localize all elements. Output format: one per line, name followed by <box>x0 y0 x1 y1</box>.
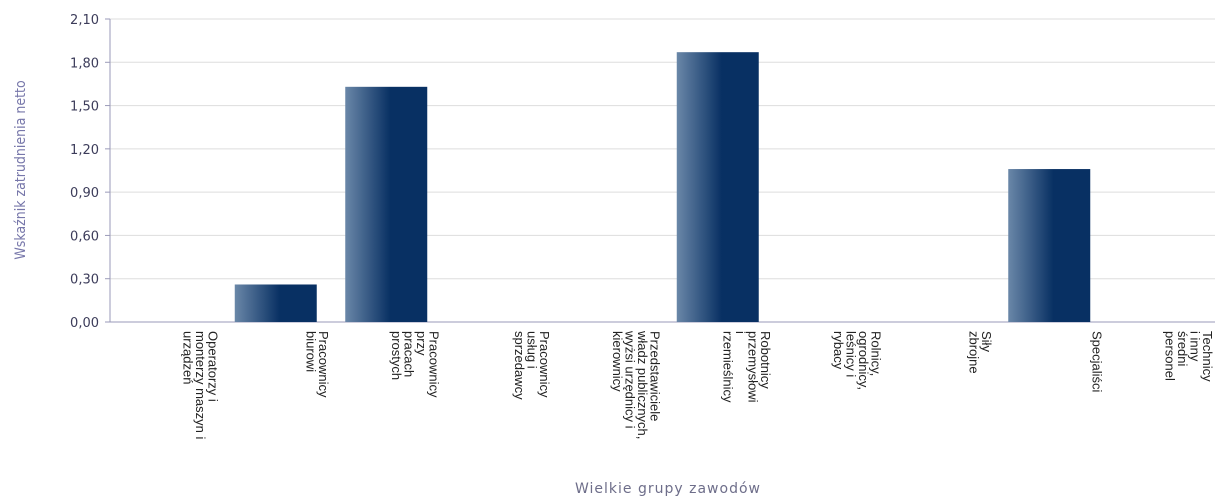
x-tick-label-line: Operatorzy i <box>205 331 220 402</box>
x-tick-label-line: monterzy maszyn i <box>193 331 208 439</box>
bar <box>345 86 428 322</box>
x-tick-label-line: Rolnicy, <box>868 331 883 376</box>
x-tick-label: Rolnicy,ogrodnicy,leśnicy irybacy <box>831 331 884 390</box>
x-tick-label-line: Robotnicy <box>758 331 773 389</box>
x-tick-label-line: i <box>733 331 748 334</box>
bars <box>234 52 1091 322</box>
x-tick-label-line: rzemieślnicy <box>720 331 735 403</box>
bar <box>234 284 317 322</box>
x-tick-label-line: zbrojne <box>966 331 981 374</box>
x-tick-label: Pracownicyprzypracachprostych <box>389 331 442 398</box>
x-tick-label-line: personel <box>1162 331 1177 381</box>
x-tick-label: Przedstawicielewładz publicznych,wyżsi u… <box>610 330 663 439</box>
y-tick-label: 0,00 <box>70 316 99 331</box>
x-tick-label: Operatorzy imonterzy maszyn iurządzeń <box>180 331 220 439</box>
x-tick-label: Pracownicybiurowi <box>303 331 331 398</box>
x-tick-label: Technicyi innyśrednipersonel <box>1162 331 1215 382</box>
x-tick-label-line: pracach <box>401 331 416 377</box>
x-tick-label-line: Specjaliści <box>1089 331 1104 393</box>
x-tick-label-line: Pracownicy <box>537 331 552 398</box>
y-tick-label: 1,50 <box>70 100 99 115</box>
grid-lines <box>105 18 1215 323</box>
y-tick-label: 2,10 <box>70 13 99 28</box>
y-tick-label: 1,20 <box>70 143 99 158</box>
x-tick-label-line: biurowi <box>303 331 318 372</box>
y-tick-label: 1,80 <box>70 56 99 71</box>
y-axis-label: Wskaźnik zatrudnienia netto <box>13 80 29 260</box>
x-tick-label-line: władz publicznych, <box>635 330 650 439</box>
y-tick-label: 0,60 <box>70 229 99 244</box>
x-tick-label-line: Przedstawiciele <box>647 331 662 421</box>
y-tick-label: 0,30 <box>70 273 99 288</box>
x-tick-label: Siłyzbrojne <box>966 331 994 374</box>
x-tick-label-line: Pracownicy <box>316 331 331 398</box>
x-tick-label-line: Technicy <box>1200 331 1215 382</box>
x-tick-label-line: i inny <box>1187 331 1202 362</box>
y-tick-label: 0,90 <box>70 186 99 201</box>
x-tick-label-line: przemysłowi <box>745 331 760 403</box>
x-tick-label: Robotnicyprzemysłowiirzemieślnicy <box>720 331 773 403</box>
bar <box>1008 169 1091 322</box>
x-tick-label-line: Siły <box>979 331 994 352</box>
x-tick-label-line: sprzedawcy <box>512 331 527 400</box>
x-tick-label-line: rybacy <box>831 331 846 370</box>
x-tick-label: Specjaliści <box>1089 331 1104 393</box>
x-tick-label: Pracownicyusług isprzedawcy <box>512 331 552 400</box>
bar <box>676 52 759 322</box>
x-tick-label-line: leśnicy i <box>843 331 858 377</box>
x-tick-label-line: Pracownicy <box>426 331 441 398</box>
y-tick-labels: 0,00 0,30 0,60 0,90 1,20 1,50 1,80 2,10 <box>70 13 99 331</box>
x-tick-label-line: urządzeń <box>180 331 195 384</box>
x-tick-label-line: prostych <box>389 331 404 380</box>
x-tick-labels: Operatorzy imonterzy maszyn iurządzeń Pra… <box>180 330 1215 439</box>
x-axis-label: Wielkie grupy zawodów <box>575 481 761 497</box>
x-tick-label-line: przy <box>414 331 429 356</box>
x-tick-label-line: ogrodnicy, <box>856 331 871 390</box>
x-tick-label-line: kierownicy <box>610 331 625 392</box>
x-tick-label-line: średni <box>1175 331 1190 367</box>
x-tick-label-line: usług i <box>524 331 539 369</box>
x-tick-label-line: wyżsi urzędnicy i <box>622 330 637 429</box>
